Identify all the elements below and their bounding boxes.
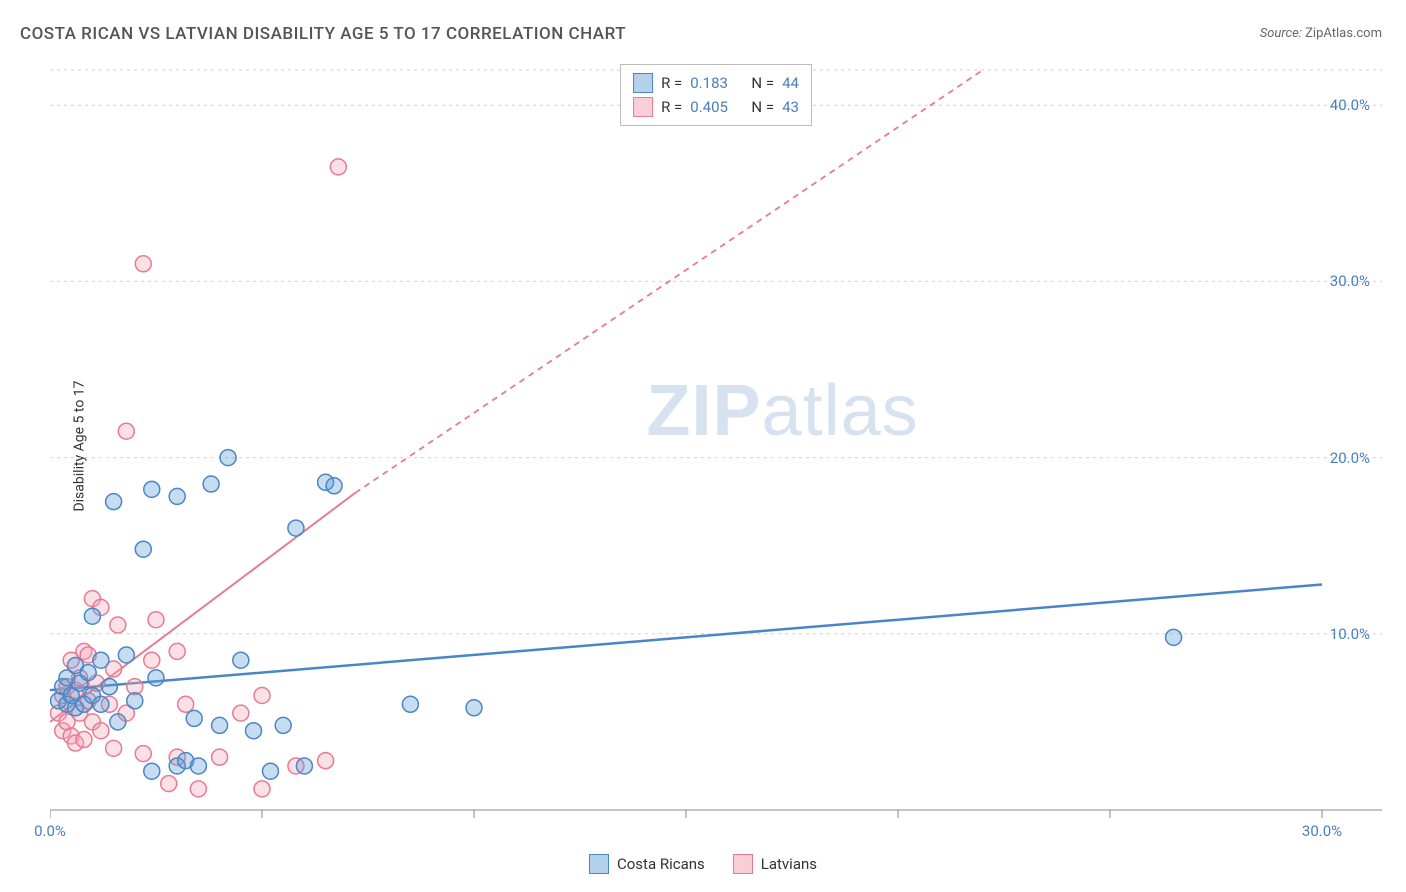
n-label: N = xyxy=(751,71,774,95)
scatter-plot-svg xyxy=(50,60,1382,840)
correlation-legend: R = 0.183 N = 44 R = 0.405 N = 43 xyxy=(620,64,812,126)
source-label: Source: xyxy=(1260,26,1302,41)
n-label: N = xyxy=(751,95,774,119)
n-value-costa-ricans: 44 xyxy=(782,71,799,95)
legend-row-latvians: R = 0.405 N = 43 xyxy=(633,95,799,119)
legend-label-latvians: Latvians xyxy=(761,855,817,873)
x-tick-label: 0.0% xyxy=(34,822,66,840)
legend-item-costa-ricans: Costa Ricans xyxy=(589,854,705,874)
y-tick-label: 40.0% xyxy=(1330,96,1370,114)
swatch-latvians xyxy=(733,854,753,874)
swatch-costa-ricans xyxy=(633,73,653,93)
y-tick-label: 10.0% xyxy=(1330,625,1370,643)
source-attribution: Source: ZipAtlas.com xyxy=(1260,26,1382,41)
r-label: R = xyxy=(661,95,682,119)
chart-title: COSTA RICAN VS LATVIAN DISABILITY AGE 5 … xyxy=(20,24,626,44)
source-value: ZipAtlas.com xyxy=(1305,26,1382,41)
swatch-latvians xyxy=(633,97,653,117)
legend-label-costa-ricans: Costa Ricans xyxy=(617,855,705,873)
r-value-latvians: 0.405 xyxy=(690,95,728,119)
n-value-latvians: 43 xyxy=(782,95,799,119)
legend-item-latvians: Latvians xyxy=(733,854,817,874)
plot-area: R = 0.183 N = 44 R = 0.405 N = 43 ZIPatl… xyxy=(50,60,1382,840)
r-label: R = xyxy=(661,71,682,95)
x-tick-label: 30.0% xyxy=(1302,822,1342,840)
r-value-costa-ricans: 0.183 xyxy=(690,71,728,95)
y-tick-label: 30.0% xyxy=(1330,272,1370,290)
y-tick-label: 20.0% xyxy=(1330,449,1370,467)
legend-row-costa-ricans: R = 0.183 N = 44 xyxy=(633,71,799,95)
swatch-costa-ricans xyxy=(589,854,609,874)
series-legend: Costa Ricans Latvians xyxy=(589,854,817,874)
